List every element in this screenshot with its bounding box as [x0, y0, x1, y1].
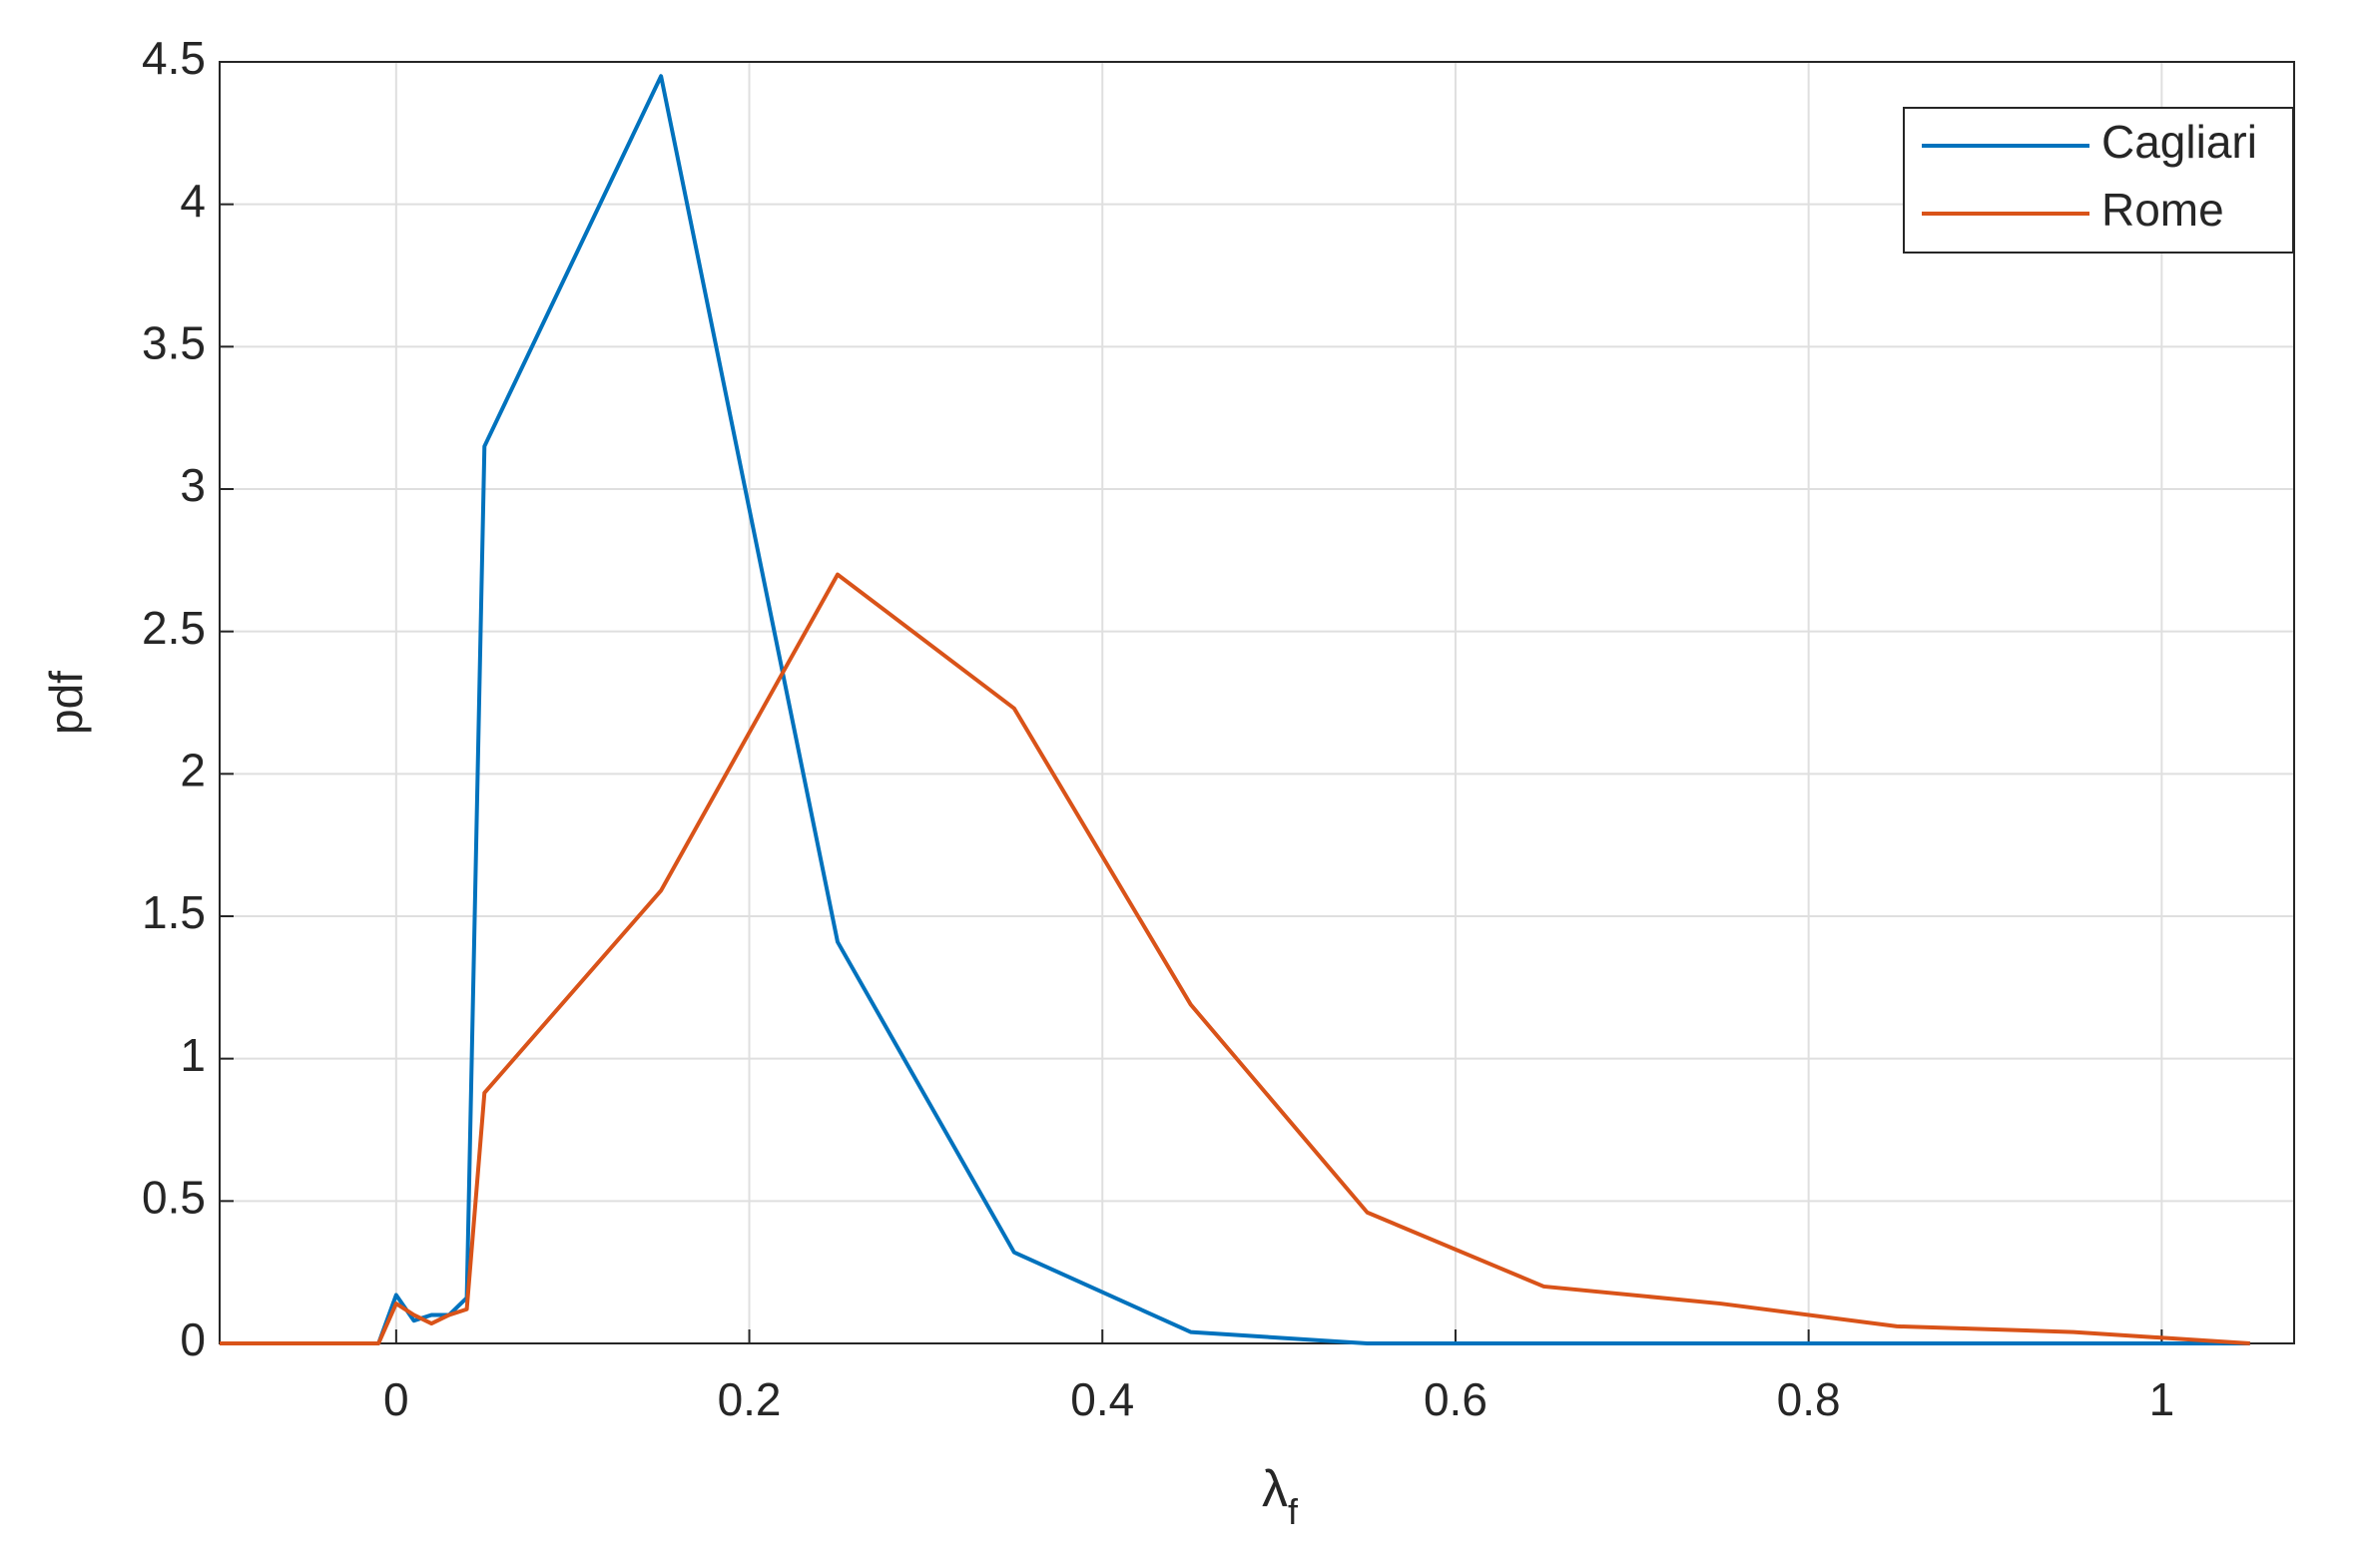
x-label-symbol: λ	[1262, 1460, 1288, 1518]
y-tick-label: 1.5	[142, 886, 206, 938]
plot-area	[220, 62, 2294, 1343]
x-tick-label: 0.4	[1070, 1373, 1134, 1425]
legend-box	[1903, 107, 2294, 254]
series-line	[220, 74, 2250, 1345]
x-tick-label: 0	[383, 1373, 409, 1425]
y-tick-label: 4	[180, 175, 206, 227]
y-tick-label: 2	[180, 744, 206, 795]
y-tick-label: 3.5	[142, 316, 206, 368]
x-tick-label: 1	[2149, 1373, 2175, 1425]
x-tick-label: 0.2	[718, 1373, 782, 1425]
y-tick-label: 0	[180, 1313, 206, 1365]
x-tick-label: 0.6	[1424, 1373, 1487, 1425]
x-tick-label: 0.8	[1777, 1373, 1841, 1425]
legend-label: Rome	[2101, 184, 2224, 236]
y-tick-label: 0.5	[142, 1171, 206, 1223]
y-axis-label: pdf	[40, 671, 92, 735]
x-label-subscript: f	[1288, 1491, 1299, 1532]
y-tick-label: 2.5	[142, 602, 206, 654]
y-tick-label: 3	[180, 459, 206, 511]
x-axis-label: λf	[1262, 1460, 1299, 1532]
axes-box	[219, 61, 2295, 1344]
legend-label: Cagliari	[2101, 116, 2257, 168]
y-tick-label: 4.5	[142, 32, 206, 84]
series-line	[220, 572, 2250, 1345]
y-tick-label: 1	[180, 1029, 206, 1081]
